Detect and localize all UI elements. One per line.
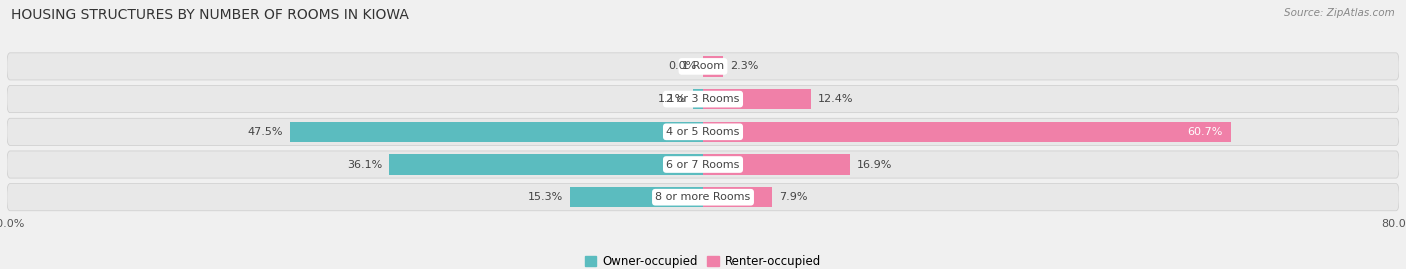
Text: 16.9%: 16.9% — [858, 160, 893, 169]
FancyBboxPatch shape — [7, 151, 1399, 178]
Text: 4 or 5 Rooms: 4 or 5 Rooms — [666, 127, 740, 137]
Bar — [703, 154, 851, 175]
Text: 8 or more Rooms: 8 or more Rooms — [655, 192, 751, 202]
FancyBboxPatch shape — [7, 184, 1399, 211]
Legend: Owner-occupied, Renter-occupied: Owner-occupied, Renter-occupied — [579, 250, 827, 269]
Text: 7.9%: 7.9% — [779, 192, 807, 202]
Text: 36.1%: 36.1% — [347, 160, 382, 169]
Text: 0.0%: 0.0% — [668, 61, 696, 71]
Bar — [703, 187, 772, 207]
Text: 15.3%: 15.3% — [527, 192, 562, 202]
Text: 47.5%: 47.5% — [247, 127, 283, 137]
Text: 2.3%: 2.3% — [730, 61, 758, 71]
Bar — [703, 56, 723, 77]
Bar — [703, 89, 811, 109]
Bar — [703, 122, 1232, 142]
FancyBboxPatch shape — [7, 118, 1399, 145]
Text: 6 or 7 Rooms: 6 or 7 Rooms — [666, 160, 740, 169]
Text: HOUSING STRUCTURES BY NUMBER OF ROOMS IN KIOWA: HOUSING STRUCTURES BY NUMBER OF ROOMS IN… — [11, 8, 409, 22]
Bar — [693, 89, 703, 109]
Text: 1 Room: 1 Room — [682, 61, 724, 71]
Text: 12.4%: 12.4% — [818, 94, 853, 104]
Text: Source: ZipAtlas.com: Source: ZipAtlas.com — [1284, 8, 1395, 18]
Text: 60.7%: 60.7% — [1187, 127, 1222, 137]
Bar — [389, 154, 703, 175]
FancyBboxPatch shape — [7, 86, 1399, 113]
Text: 2 or 3 Rooms: 2 or 3 Rooms — [666, 94, 740, 104]
Bar — [290, 122, 703, 142]
Bar — [569, 187, 703, 207]
FancyBboxPatch shape — [7, 53, 1399, 80]
Text: 1.1%: 1.1% — [658, 94, 686, 104]
